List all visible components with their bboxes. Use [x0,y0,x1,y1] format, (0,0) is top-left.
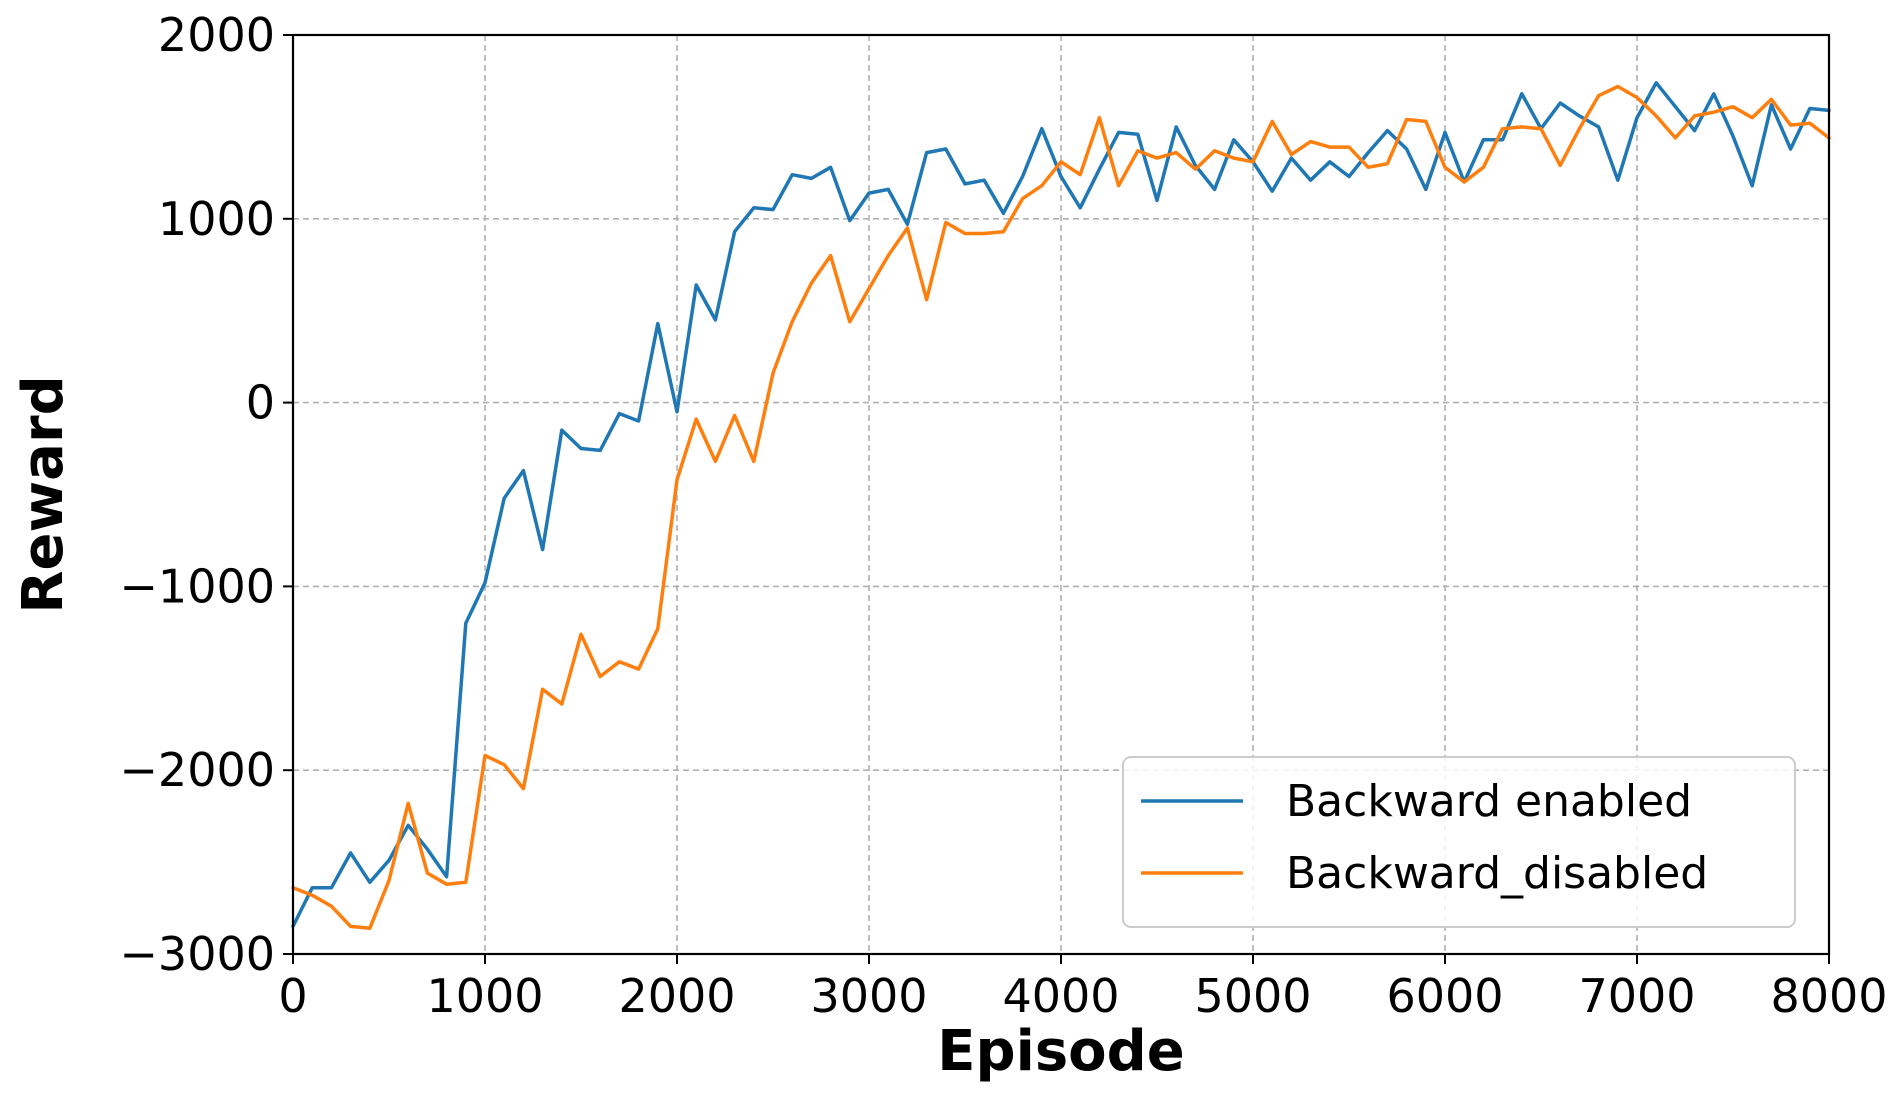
legend-label: Backward enabled [1286,776,1692,827]
y-tick-label: 1000 [158,192,275,246]
series-line-2 [291,84,1831,931]
x-tick-label: 5000 [1194,969,1311,1023]
x-tick-label: 2000 [618,969,735,1023]
x-tick-label: 0 [278,969,307,1023]
x-tick-label: 6000 [1386,969,1503,1023]
axis-ticks: 0 1000 2000 3000 4000 5000 6000 7000 8000 −3000 −2… [119,8,1887,1023]
x-axis-title: Episode [937,1019,1184,1084]
legend-box [1122,756,1796,928]
legend: Backward enabled Backward_disabled [1122,756,1796,928]
y-tick-label: 2000 [158,8,275,62]
x-tick-label: 4000 [1002,969,1119,1023]
y-axis-title: Reward [11,375,76,613]
y-tick-label: 0 [246,376,275,430]
series-line-1 [291,81,1831,929]
legend-label: Backward_disabled [1286,848,1708,899]
x-tick-label: 1000 [426,969,543,1023]
y-tick-label: −2000 [119,743,275,797]
series-lines [291,81,1831,931]
y-tick-label: −1000 [119,559,275,613]
x-tick-label: 8000 [1770,969,1887,1023]
x-tick-label: 7000 [1578,969,1695,1023]
x-tick-label: 3000 [810,969,927,1023]
y-tick-label: −3000 [119,927,275,981]
